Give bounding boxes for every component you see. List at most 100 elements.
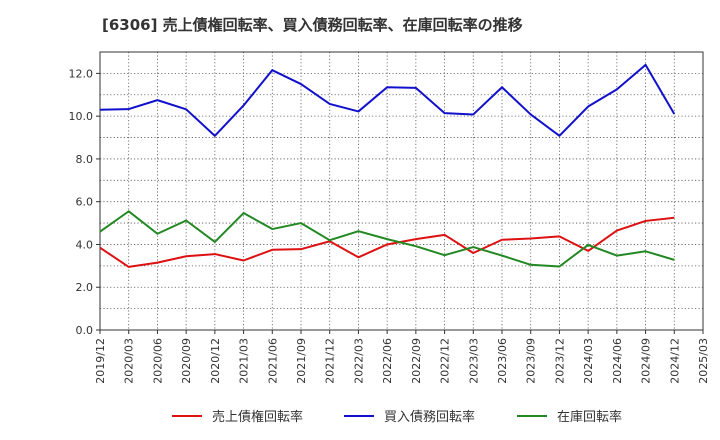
data-point bbox=[415, 238, 417, 240]
data-point bbox=[645, 220, 647, 222]
data-point bbox=[501, 86, 503, 88]
data-point bbox=[185, 255, 187, 257]
data-point bbox=[587, 106, 589, 108]
data-point bbox=[587, 244, 589, 246]
data-point bbox=[99, 247, 101, 249]
data-point bbox=[501, 239, 503, 241]
data-point bbox=[357, 110, 359, 112]
data-point bbox=[128, 108, 130, 110]
data-point bbox=[156, 99, 158, 101]
data-point bbox=[587, 250, 589, 252]
data-point bbox=[300, 248, 302, 250]
data-point bbox=[214, 241, 216, 243]
data-point bbox=[329, 239, 331, 241]
data-point bbox=[645, 250, 647, 252]
x-tick-label: 2023/09 bbox=[525, 338, 538, 384]
x-tick-label: 2020/12 bbox=[209, 338, 222, 384]
y-tick-label: 2.0 bbox=[76, 281, 94, 294]
data-point bbox=[357, 256, 359, 258]
data-point bbox=[673, 217, 675, 219]
grid bbox=[99, 52, 704, 330]
legend-label: 売上債権回転率 bbox=[212, 409, 303, 425]
x-tick-label: 2023/03 bbox=[467, 338, 480, 384]
data-point bbox=[357, 230, 359, 232]
data-point bbox=[185, 220, 187, 222]
data-point bbox=[300, 83, 302, 85]
data-point bbox=[645, 64, 647, 66]
data-point bbox=[472, 246, 474, 248]
x-tick-label: 2022/09 bbox=[410, 338, 423, 384]
data-point bbox=[673, 113, 675, 115]
x-tick-label: 2024/03 bbox=[582, 338, 595, 384]
data-point bbox=[99, 231, 101, 233]
data-point bbox=[243, 260, 245, 262]
legend-label: 在庫回転率 bbox=[557, 409, 622, 425]
data-point bbox=[616, 255, 618, 257]
series-line-1 bbox=[99, 216, 675, 268]
x-tick-label: 2025/03 bbox=[697, 338, 710, 384]
y-tick-label: 6.0 bbox=[76, 196, 94, 209]
data-point bbox=[185, 108, 187, 110]
series-line-3 bbox=[99, 210, 675, 268]
data-point bbox=[386, 243, 388, 245]
x-tick-label: 2021/03 bbox=[238, 338, 251, 384]
data-point bbox=[300, 222, 302, 224]
data-point bbox=[444, 234, 446, 236]
data-point bbox=[558, 135, 560, 137]
data-point bbox=[444, 112, 446, 114]
data-point bbox=[99, 109, 101, 111]
data-point bbox=[616, 88, 618, 90]
data-point bbox=[415, 87, 417, 89]
x-tick-label: 2022/12 bbox=[439, 338, 452, 384]
data-point bbox=[501, 255, 503, 257]
x-tick-label: 2021/09 bbox=[295, 338, 308, 384]
axes: 0.0 2.0 4.0 6.0 8.0 10.0 12.0 2019/12 2020/03 202… bbox=[69, 51, 710, 384]
data-point bbox=[271, 249, 273, 251]
y-tick-label: 12.0 bbox=[69, 67, 94, 80]
x-tick-label: 2022/06 bbox=[381, 338, 394, 384]
data-point bbox=[329, 103, 331, 105]
data-point bbox=[472, 252, 474, 254]
data-point bbox=[243, 212, 245, 214]
legend-label: 買入債務回転率 bbox=[384, 409, 475, 425]
data-point bbox=[214, 253, 216, 255]
data-point bbox=[415, 245, 417, 247]
y-tick-label: 10.0 bbox=[69, 110, 94, 123]
x-tick-label: 2020/06 bbox=[151, 338, 164, 384]
data-point bbox=[444, 254, 446, 256]
legend: 売上債権回転率 買入債務回転率 在庫回転率 bbox=[172, 409, 622, 425]
data-point bbox=[271, 228, 273, 230]
x-tick-label: 2023/06 bbox=[496, 338, 509, 384]
data-point bbox=[271, 69, 273, 71]
y-tick-label: 4.0 bbox=[76, 238, 94, 251]
y-tick-label: 8.0 bbox=[76, 153, 94, 166]
data-point bbox=[386, 238, 388, 240]
data-point bbox=[386, 86, 388, 88]
data-point bbox=[243, 104, 245, 106]
data-point bbox=[558, 265, 560, 267]
data-point bbox=[156, 262, 158, 264]
x-tick-label: 2020/09 bbox=[180, 338, 193, 384]
data-point bbox=[530, 264, 532, 266]
x-tick-label: 2019/12 bbox=[94, 338, 107, 384]
data-point bbox=[472, 113, 474, 115]
x-tick-label: 2022/03 bbox=[352, 338, 365, 384]
x-tick-label: 2023/12 bbox=[553, 338, 566, 384]
data-point bbox=[616, 230, 618, 232]
x-tick-label: 2024/12 bbox=[668, 338, 681, 384]
y-tick-label: 0.0 bbox=[76, 324, 94, 337]
chart-title: [6306] 売上債権回転率、買入債務回転率、在庫回転率の推移 bbox=[102, 16, 523, 34]
series-lines bbox=[99, 63, 676, 268]
data-point bbox=[128, 210, 130, 212]
x-tick-label: 2021/06 bbox=[266, 338, 279, 384]
data-point bbox=[214, 135, 216, 137]
data-point bbox=[156, 233, 158, 235]
data-point bbox=[530, 237, 532, 239]
data-point bbox=[128, 266, 130, 268]
series-line-2 bbox=[99, 63, 676, 137]
x-tick-label: 2024/06 bbox=[611, 338, 624, 384]
data-point bbox=[673, 259, 675, 261]
x-tick-label: 2020/03 bbox=[123, 338, 136, 384]
x-tick-label: 2021/12 bbox=[324, 338, 337, 384]
